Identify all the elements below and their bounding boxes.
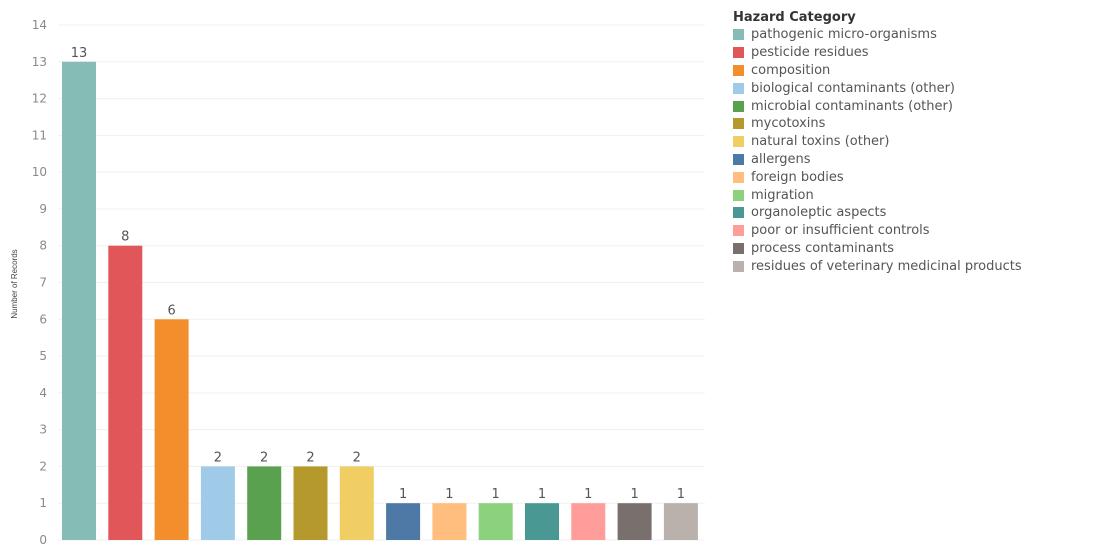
y-tick-label: 12: [32, 92, 47, 106]
legend-label: pathogenic micro-organisms: [751, 27, 937, 43]
legend-label: migration: [751, 187, 814, 203]
data-label: 1: [630, 487, 638, 502]
bar-residues-of-veterinary-medicinal-products[interactable]: [663, 503, 698, 540]
legend-item[interactable]: pesticide residues: [733, 44, 1022, 62]
y-tick-label: 6: [39, 312, 47, 326]
legend: Hazard Category pathogenic micro-organis…: [733, 9, 1022, 275]
legend-swatch: [733, 136, 744, 148]
legend-label: natural toxins (other): [751, 134, 890, 150]
legend-item[interactable]: mycotoxins: [733, 115, 1022, 133]
data-label: 2: [214, 450, 222, 465]
legend-label: composition: [751, 62, 831, 78]
bar-mycotoxins[interactable]: [293, 466, 328, 540]
data-label: 2: [260, 450, 268, 465]
bar-migration[interactable]: [478, 503, 513, 540]
legend-item[interactable]: allergens: [733, 151, 1022, 169]
bar-microbial-contaminants-other-[interactable]: [247, 466, 282, 540]
data-label: 8: [121, 230, 129, 245]
legend-item[interactable]: natural toxins (other): [733, 133, 1022, 151]
y-tick-label: 5: [39, 349, 47, 363]
bar-biological-contaminants-other-[interactable]: [200, 466, 235, 540]
legend-item[interactable]: microbial contaminants (other): [733, 97, 1022, 115]
data-label: 6: [167, 303, 175, 318]
y-tick-label: 3: [39, 423, 47, 437]
data-label: 13: [71, 46, 88, 61]
legend-swatch: [733, 64, 744, 76]
y-tick-label: 9: [39, 202, 47, 216]
y-tick-label: 11: [32, 128, 47, 142]
bar-pesticide-residues[interactable]: [108, 245, 143, 540]
y-tick-label: 14: [32, 18, 47, 32]
legend-swatch: [733, 207, 744, 219]
legend-item[interactable]: foreign bodies: [733, 168, 1022, 186]
legend-item[interactable]: migration: [733, 186, 1022, 204]
legend-swatch: [733, 82, 744, 94]
y-tick-label: 1: [39, 496, 47, 510]
legend-label: residues of veterinary medicinal product…: [751, 258, 1022, 274]
y-tick-label: 8: [39, 239, 47, 253]
legend-item[interactable]: process contaminants: [733, 240, 1022, 258]
legend-item[interactable]: biological contaminants (other): [733, 79, 1022, 97]
y-tick-label: 0: [39, 533, 47, 545]
legend-swatch: [733, 153, 744, 165]
bar-foreign-bodies[interactable]: [432, 503, 467, 540]
bars: [62, 61, 698, 541]
bar-natural-toxins-other-[interactable]: [339, 466, 374, 540]
legend-item[interactable]: composition: [733, 62, 1022, 80]
y-tick-label: 13: [32, 55, 47, 69]
data-label: 1: [445, 487, 453, 502]
data-label: 1: [538, 487, 546, 502]
legend-items: pathogenic micro-organisms pesticide resi…: [733, 26, 1022, 275]
legend-label: organoleptic aspects: [751, 205, 887, 221]
legend-label: biological contaminants (other): [751, 80, 956, 96]
data-label: 2: [353, 450, 361, 465]
data-labels: 13 8 6 2 2 2 2 1 1 1 1 1 1 1: [71, 46, 685, 502]
legend-label: allergens: [751, 151, 811, 167]
bar-allergens[interactable]: [386, 503, 421, 540]
legend-label: foreign bodies: [751, 169, 844, 185]
legend-swatch: [733, 47, 744, 59]
y-tick-label: 10: [32, 165, 47, 179]
bar-pathogenic-micro-organisms[interactable]: [62, 61, 96, 541]
legend-item[interactable]: residues of veterinary medicinal product…: [733, 257, 1022, 275]
data-label: 1: [492, 487, 500, 502]
legend-swatch: [733, 189, 744, 201]
legend-item[interactable]: pathogenic micro-organisms: [733, 26, 1022, 44]
legend-item[interactable]: organoleptic aspects: [733, 204, 1022, 222]
legend-label: mycotoxins: [751, 116, 826, 132]
legend-swatch: [733, 225, 744, 237]
legend-label: microbial contaminants (other): [751, 98, 953, 114]
bar-process-contaminants[interactable]: [617, 503, 652, 540]
legend-swatch: [733, 242, 744, 254]
legend-swatch: [733, 100, 744, 112]
y-tick-label: 7: [39, 276, 47, 290]
legend-title: Hazard Category: [733, 10, 856, 25]
data-label: 2: [306, 450, 314, 465]
legend-label: pesticide residues: [751, 45, 869, 61]
legend-item[interactable]: poor or insufficient controls: [733, 222, 1022, 240]
bar-composition[interactable]: [154, 319, 189, 540]
legend-swatch: [733, 171, 744, 183]
data-label: 1: [677, 487, 685, 502]
data-label: 1: [584, 487, 592, 502]
bar-organoleptic-aspects[interactable]: [525, 503, 559, 540]
data-label: 1: [399, 487, 407, 502]
legend-label: poor or insufficient controls: [751, 223, 930, 239]
legend-swatch: [733, 118, 744, 130]
legend-swatch: [733, 29, 744, 41]
legend-swatch: [733, 260, 744, 272]
bar-poor-or-insufficient-controls[interactable]: [571, 503, 606, 540]
y-axis-label: Number of Records: [10, 249, 19, 318]
y-tick-label: 4: [39, 386, 47, 400]
legend-label: process contaminants: [751, 240, 895, 256]
y-tick-label: 2: [39, 459, 47, 473]
